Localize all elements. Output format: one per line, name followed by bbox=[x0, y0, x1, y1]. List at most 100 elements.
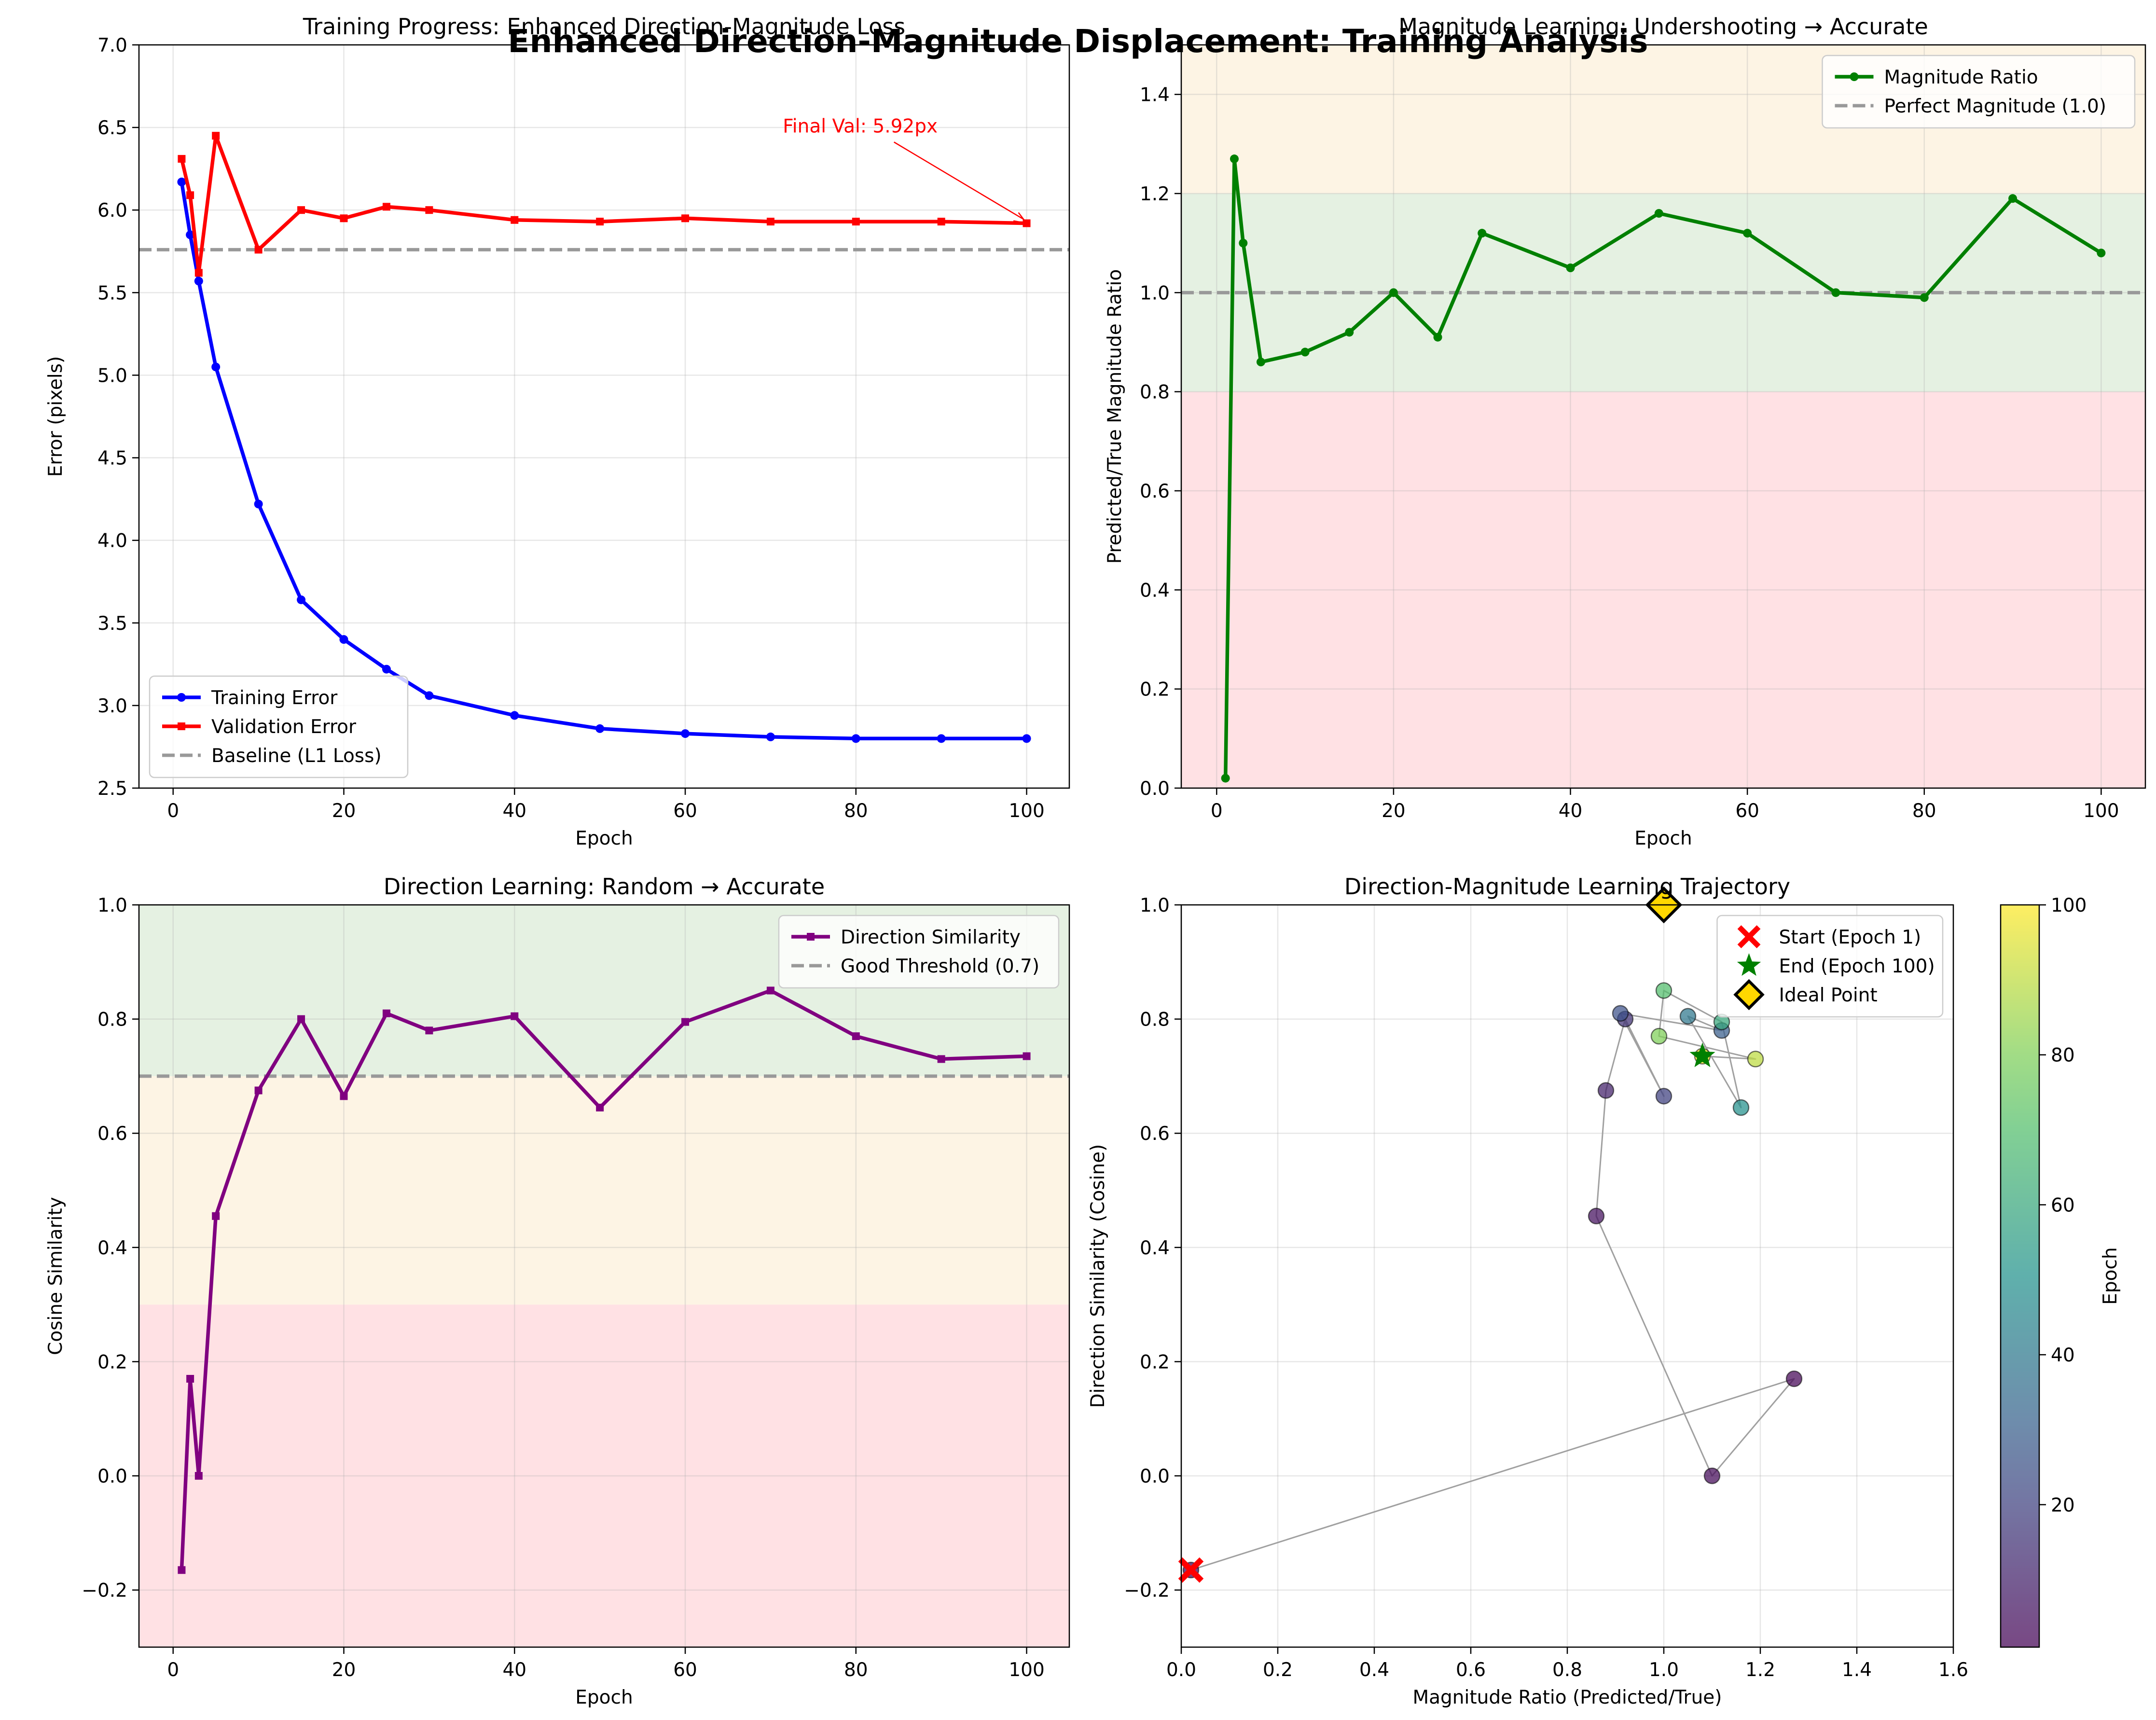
annotation-text: Final Val: 5.92px bbox=[783, 115, 938, 137]
trajectory-path bbox=[1190, 990, 1795, 1571]
magnitude-legend-box bbox=[1822, 55, 2136, 129]
training-data-point bbox=[212, 132, 220, 140]
direction-plot-layer bbox=[139, 986, 1069, 1574]
direction-ylabel: Cosine Similarity bbox=[45, 1197, 67, 1355]
magnitude-ytick-label: 0.8 bbox=[1140, 382, 1170, 403]
magnitude-legend-marker bbox=[1850, 72, 1859, 81]
training-data-point bbox=[766, 732, 775, 741]
trajectory-point bbox=[1703, 1467, 1721, 1484]
training-legend-label: Baseline (L1 Loss) bbox=[211, 745, 382, 767]
direction-legend-marker bbox=[807, 933, 815, 941]
training-ylabel: Error (pixels) bbox=[45, 356, 67, 477]
trajectory-ylabel: Direction Similarity (Cosine) bbox=[1087, 1144, 1109, 1408]
direction-data-point bbox=[382, 1009, 390, 1017]
magnitude-series-line-0 bbox=[1223, 157, 2102, 778]
training-data-point bbox=[211, 362, 221, 372]
direction-xlabel: Epoch bbox=[575, 1687, 633, 1708]
direction-ytick-label: 0.8 bbox=[97, 1009, 127, 1031]
training-legend-marker bbox=[178, 722, 185, 730]
training-data-point bbox=[254, 246, 263, 254]
magnitude-xtick-label: 100 bbox=[2083, 800, 2119, 822]
training-xlabel: Epoch bbox=[575, 828, 633, 849]
magnitude-xtick-label: 80 bbox=[1912, 800, 1936, 822]
magnitude-data-point bbox=[2008, 194, 2018, 203]
training-data-point bbox=[937, 218, 945, 226]
marker-x-stroke-b bbox=[1178, 1557, 1204, 1583]
training-ytick-label: 5.0 bbox=[97, 365, 127, 387]
direction-xtick-label: 80 bbox=[844, 1659, 868, 1681]
magnitude-data-point bbox=[1239, 238, 1248, 248]
training-ytick-label: 3.5 bbox=[97, 613, 127, 635]
trajectory-xtick-label: 1.4 bbox=[1842, 1659, 1872, 1681]
colorbar-tick-label: 80 bbox=[2051, 1045, 2075, 1067]
direction-ytick-label: 1.0 bbox=[97, 895, 127, 916]
magnitude-ytick-label: 0.0 bbox=[1140, 778, 1170, 800]
trajectory-xtick-label: 0.6 bbox=[1456, 1659, 1486, 1681]
trajectory-point bbox=[1747, 1051, 1764, 1068]
marker-star bbox=[1689, 1042, 1715, 1068]
direction-data-point bbox=[425, 1026, 433, 1035]
training-legend-label: Validation Error bbox=[211, 716, 357, 738]
magnitude-data-point bbox=[1743, 229, 1752, 238]
training-legend-marker bbox=[177, 693, 186, 702]
direction-data-point bbox=[178, 1566, 186, 1574]
direction-legend-label: Direction Similarity bbox=[841, 927, 1021, 948]
figure-suptitle: Enhanced Direction-Magnitude Displacemen… bbox=[508, 23, 1648, 60]
trajectory-ytick-label: 1.0 bbox=[1140, 895, 1170, 916]
training-data-point bbox=[297, 595, 306, 604]
direction-data-point bbox=[254, 1086, 263, 1095]
magnitude-zone-red bbox=[1181, 391, 2145, 788]
training-xtick-label: 20 bbox=[332, 800, 356, 822]
trajectory-point bbox=[1732, 1099, 1750, 1116]
magnitude-data-point bbox=[1433, 333, 1442, 342]
trajectory-ytick-label: 0.8 bbox=[1140, 1009, 1170, 1031]
training-legend: Training Error Validation Error Baseline (… bbox=[149, 675, 409, 778]
training-data-point bbox=[382, 203, 390, 211]
training-data-point bbox=[766, 218, 774, 226]
training-ytick-label: 6.5 bbox=[97, 117, 127, 139]
trajectory-xtick-label: 1.2 bbox=[1745, 1659, 1775, 1681]
magnitude-ylabel: Predicted/True Magnitude Ratio bbox=[1104, 269, 1126, 564]
magnitude-data-point bbox=[1566, 264, 1575, 272]
magnitude-xtick-label: 60 bbox=[1735, 800, 1759, 822]
magnitude-data-point bbox=[2097, 249, 2106, 258]
training-xtick-label: 100 bbox=[1009, 800, 1044, 822]
training-data-point bbox=[186, 191, 194, 199]
training-legend-label: Training Error bbox=[211, 687, 338, 709]
magnitude-data-point bbox=[1300, 347, 1310, 357]
trajectory-legend-marker-stroke-b bbox=[1737, 925, 1761, 948]
training-data-point bbox=[852, 218, 860, 226]
direction-ytick-label: 0.4 bbox=[97, 1237, 127, 1259]
training-data-point bbox=[681, 729, 690, 738]
training-data-point bbox=[382, 665, 391, 674]
direction-zone-orange bbox=[139, 1076, 1069, 1305]
trajectory-legend-box bbox=[1716, 915, 1944, 1018]
training-xtick-label: 40 bbox=[502, 800, 526, 822]
direction-data-point bbox=[681, 1018, 690, 1026]
annotation-arrowhead bbox=[1013, 212, 1028, 224]
trajectory-point bbox=[1679, 1008, 1697, 1025]
marker-x bbox=[1178, 1557, 1204, 1583]
direction-legend-box bbox=[778, 915, 1060, 989]
trajectory-point bbox=[1785, 1370, 1803, 1387]
direction-data-point bbox=[212, 1212, 220, 1220]
trajectory-xtick-label: 0.8 bbox=[1552, 1659, 1582, 1681]
training-xtick-label: 60 bbox=[673, 800, 697, 822]
direction-data-point bbox=[1023, 1052, 1031, 1060]
trajectory-legend: Start (Epoch 1) End (Epoch 100) Ideal Poin… bbox=[1716, 915, 1944, 1018]
direction-zone-red bbox=[139, 1304, 1069, 1647]
training-data-point bbox=[297, 206, 305, 214]
magnitude-axes-frame bbox=[1180, 44, 2146, 789]
direction-data-point bbox=[766, 986, 774, 995]
trajectory-point bbox=[1612, 1005, 1629, 1022]
trajectory-xtick-label: 1.6 bbox=[1938, 1659, 1968, 1681]
training-data-point bbox=[425, 691, 434, 700]
direction-data-point bbox=[297, 1015, 305, 1023]
trajectory-legend-label: End (Epoch 100) bbox=[1779, 956, 1935, 977]
training-xtick-label: 0 bbox=[167, 800, 179, 822]
training-data-point bbox=[681, 214, 690, 222]
direction-series-line-0 bbox=[180, 988, 1027, 1570]
trajectory-legend-marker bbox=[1733, 979, 1765, 1011]
training-data-point bbox=[254, 499, 263, 509]
trajectory-legend-marker bbox=[1737, 953, 1761, 976]
